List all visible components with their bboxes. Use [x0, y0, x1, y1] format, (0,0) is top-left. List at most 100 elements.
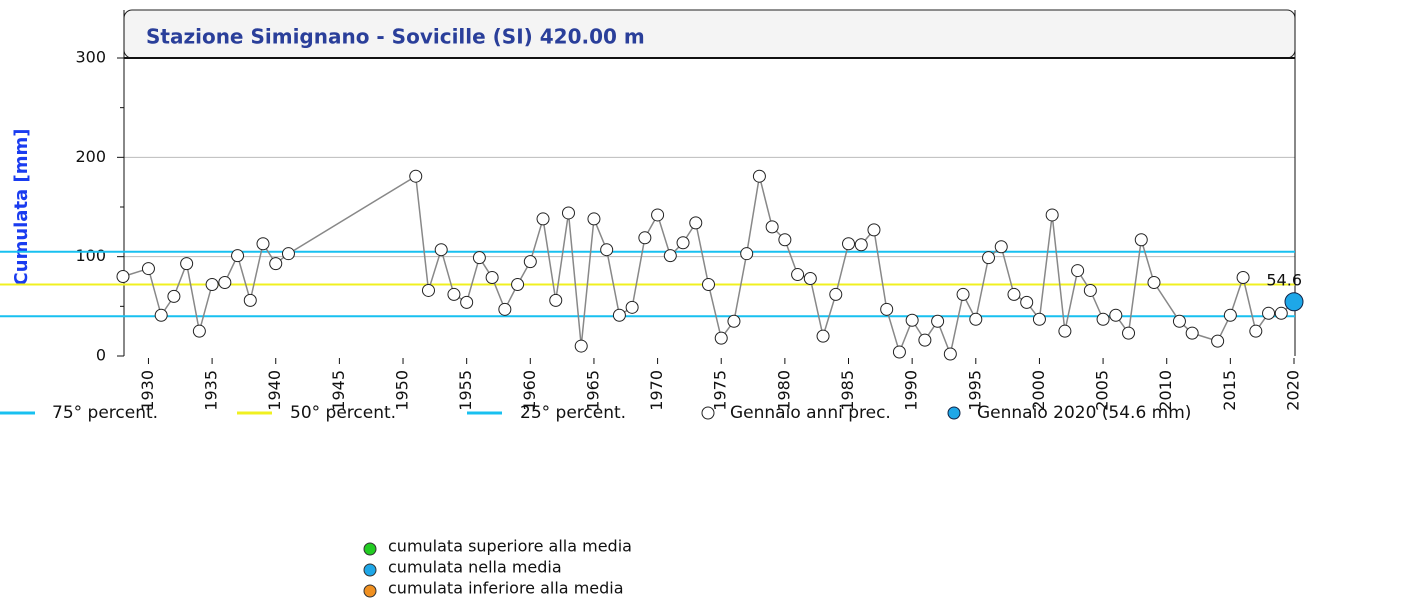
data-point [702, 277, 715, 291]
color-legend-marker [363, 542, 377, 556]
data-point [549, 293, 563, 307]
y-tick-label: 300 [75, 48, 106, 67]
data-point [740, 247, 754, 261]
data-point [931, 314, 945, 328]
data-point [600, 243, 614, 257]
data-point [1236, 271, 1250, 285]
data-point [1007, 287, 1021, 301]
data-point [561, 206, 575, 220]
data-point [752, 169, 766, 183]
color-legend-marker [363, 563, 377, 577]
legend-marker [947, 406, 961, 420]
data-point [816, 329, 830, 343]
legend-label: 50° percent. [290, 403, 396, 423]
x-tick-label: 2000 [1029, 370, 1048, 411]
x-tick-label: 2015 [1220, 370, 1239, 411]
x-tick-label: 1980 [774, 370, 793, 411]
data-point [765, 220, 779, 234]
legend-label: 75° percent. [52, 403, 158, 423]
data-point [880, 302, 894, 316]
data-point [141, 262, 155, 276]
legend-label: Gennaio 2020 (54.6 mm) [977, 403, 1191, 423]
data-point [460, 295, 474, 309]
data-point [1096, 312, 1110, 326]
data-point [625, 300, 639, 314]
x-tick-label: 1975 [711, 370, 730, 411]
data-point [1185, 326, 1199, 340]
data-point [472, 251, 486, 265]
data-point [1045, 208, 1059, 222]
data-point [498, 302, 512, 316]
data-point [192, 324, 206, 338]
y-tick-label: 100 [75, 246, 106, 265]
data-point [269, 257, 283, 271]
data-point [663, 249, 677, 263]
color-legend-label: cumulata inferiore alla media [388, 579, 624, 598]
data-point [1020, 295, 1034, 309]
color-legend-label: cumulata nella media [388, 558, 562, 577]
data-point [511, 277, 525, 291]
x-tick-label: 1965 [583, 370, 602, 411]
legend-marker [701, 406, 715, 420]
x-tick-label: 1930 [138, 370, 157, 411]
data-point [638, 231, 652, 245]
data-label: 54.6 [1266, 270, 1302, 289]
data-point [727, 314, 741, 328]
color-legend-marker [363, 584, 377, 598]
data-point [447, 287, 461, 301]
data-point [778, 233, 792, 247]
data-point [421, 283, 435, 297]
data-point [523, 255, 537, 269]
data-point [651, 208, 665, 222]
data-point [803, 272, 817, 286]
data-point [943, 347, 957, 361]
x-tick-label: 1945 [329, 370, 348, 411]
data-point [791, 268, 805, 282]
data-point [892, 345, 906, 359]
data-point [982, 251, 996, 265]
data-point [1122, 326, 1136, 340]
data-point [205, 277, 219, 291]
x-tick-label: 1995 [965, 370, 984, 411]
x-tick-label: 2010 [1156, 370, 1175, 411]
chart-title: Stazione Simignano - Sovicille (SI) 420.… [146, 25, 645, 49]
data-point [154, 308, 168, 322]
data-point [434, 243, 448, 257]
data-point [167, 289, 181, 303]
x-tick-label: 1990 [902, 370, 921, 411]
series-line [122, 174, 1282, 357]
data-point [1032, 312, 1046, 326]
data-point [714, 331, 728, 345]
x-tick-label: 1955 [456, 370, 475, 411]
data-point [1262, 306, 1276, 320]
data-point [689, 216, 703, 230]
x-tick-label: 1960 [520, 370, 539, 411]
data-point [574, 339, 588, 353]
y-tick-label: 0 [96, 346, 106, 365]
data-point [854, 238, 868, 252]
data-point [1223, 308, 1237, 322]
x-tick-label: 1985 [838, 370, 857, 411]
data-point [231, 249, 245, 263]
data-point [612, 308, 626, 322]
data-point [536, 212, 550, 226]
data-point [1109, 308, 1123, 322]
data-point [180, 257, 194, 271]
y-tick-label: 200 [75, 147, 106, 166]
data-point [256, 237, 270, 251]
color-legend-label: cumulata superiore alla media [388, 537, 632, 556]
data-point [243, 293, 257, 307]
data-point [218, 275, 232, 289]
x-tick-label: 1935 [202, 370, 221, 411]
data-point [842, 237, 856, 251]
data-point [867, 223, 881, 237]
x-tick-label: 1970 [647, 370, 666, 411]
data-point [829, 287, 843, 301]
data-point [281, 247, 295, 261]
data-point [1172, 314, 1186, 328]
data-point [969, 312, 983, 326]
x-tick-label: 1950 [393, 370, 412, 411]
data-point [409, 169, 423, 183]
